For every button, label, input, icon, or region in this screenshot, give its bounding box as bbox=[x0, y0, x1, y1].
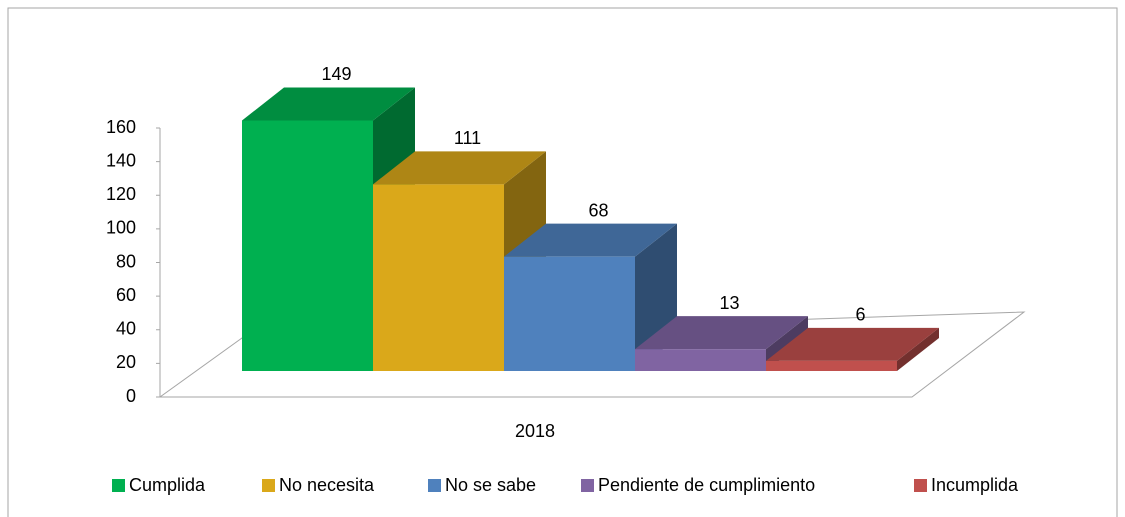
y-tick-label: 80 bbox=[116, 251, 136, 271]
bar-top bbox=[373, 151, 546, 185]
y-tick-label: 40 bbox=[116, 319, 136, 339]
bar bbox=[766, 360, 897, 371]
data-label: 149 bbox=[321, 64, 351, 84]
data-label: 111 bbox=[454, 128, 481, 148]
legend-label: Pendiente de cumplimiento bbox=[598, 475, 815, 495]
bar bbox=[504, 256, 635, 371]
bar bbox=[635, 349, 766, 371]
y-tick-label: 120 bbox=[106, 184, 136, 204]
legend-label: Incumplida bbox=[931, 475, 1019, 495]
data-label: 6 bbox=[855, 305, 865, 325]
y-tick-label: 140 bbox=[106, 150, 136, 170]
x-tick-label: 2018 bbox=[515, 421, 555, 441]
bar bbox=[242, 120, 373, 372]
bar-top bbox=[635, 316, 808, 350]
legend-swatch bbox=[112, 479, 125, 492]
bar-top bbox=[504, 223, 677, 257]
y-tick-label: 0 bbox=[126, 386, 136, 406]
legend-swatch bbox=[914, 479, 927, 492]
y-tick-label: 60 bbox=[116, 285, 136, 305]
legend-label: No necesita bbox=[279, 475, 375, 495]
bar-top bbox=[242, 87, 415, 121]
legend-label: No se sabe bbox=[445, 475, 536, 495]
y-tick-label: 20 bbox=[116, 352, 136, 372]
data-label: 13 bbox=[719, 293, 739, 313]
data-label: 68 bbox=[588, 200, 608, 220]
y-tick-label: 100 bbox=[106, 218, 136, 238]
floor bbox=[158, 311, 1026, 398]
legend-swatch bbox=[262, 479, 275, 492]
bar bbox=[373, 184, 504, 371]
legend-label: Cumplida bbox=[129, 475, 206, 495]
legend-swatch bbox=[581, 479, 594, 492]
y-tick-label: 160 bbox=[106, 117, 136, 137]
legend-swatch bbox=[428, 479, 441, 492]
bar-top bbox=[766, 327, 939, 361]
bar-side bbox=[897, 327, 939, 371]
